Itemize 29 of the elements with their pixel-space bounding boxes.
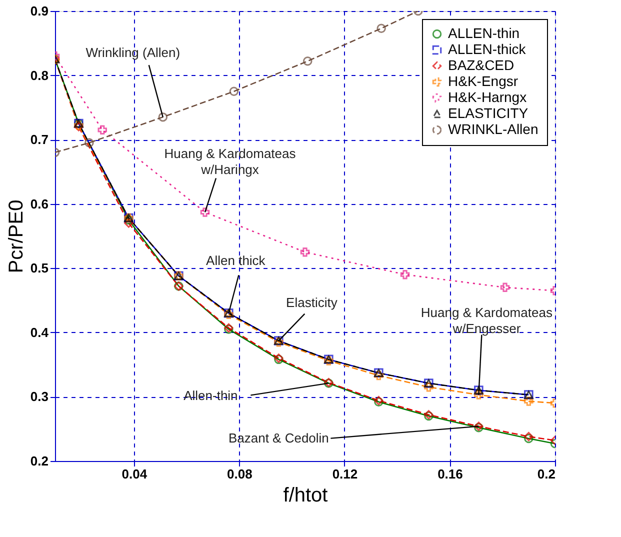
y-tick-label: 0.2 xyxy=(30,454,48,468)
legend-label: H&K-Engsr xyxy=(448,73,518,89)
x-axis-title: f/htot xyxy=(283,484,328,506)
legend-label: WRINKL-Allen xyxy=(448,121,538,137)
x-tick-label: 0.04 xyxy=(122,466,148,482)
legend-label: BAZ&CED xyxy=(448,57,514,73)
x-tick-label: 0.2 xyxy=(537,466,556,482)
annotation: Wrinkling (Allen) xyxy=(86,45,180,60)
legend-label: H&K-Harngx xyxy=(448,89,527,105)
annotation: Allen-thin xyxy=(184,388,238,404)
annotation: Huang & Kardomateas w/Engesser xyxy=(420,304,553,336)
y-tick-label: 0.9 xyxy=(30,4,48,18)
legend-label: ELASTICITY xyxy=(448,105,529,121)
y-tick-label: 0.5 xyxy=(30,260,48,276)
annotation: Allen thick xyxy=(206,253,266,268)
y-axis-title: Pcr/PE0 xyxy=(5,200,28,274)
y-tick-label: 0.3 xyxy=(30,389,48,404)
y-tick-label: 0.8 xyxy=(30,68,48,83)
annotation: Bazant & Cedolin xyxy=(228,430,329,446)
legend-label: ALLEN-thin xyxy=(448,25,520,41)
x-tick-label: 0.16 xyxy=(438,466,463,482)
annotation: Huang & Kardomateas w/Haringx xyxy=(164,146,296,178)
x-tick-label: 0.08 xyxy=(227,466,252,482)
y-tick-label: 0.4 xyxy=(30,324,50,340)
y-tick-label: 0.6 xyxy=(30,196,48,212)
y-tick-label: 0.7 xyxy=(30,132,48,148)
x-tick-label: 0.12 xyxy=(332,466,358,482)
annotation: Elasticity xyxy=(286,294,338,310)
legend-label: ALLEN-thick xyxy=(448,41,527,57)
